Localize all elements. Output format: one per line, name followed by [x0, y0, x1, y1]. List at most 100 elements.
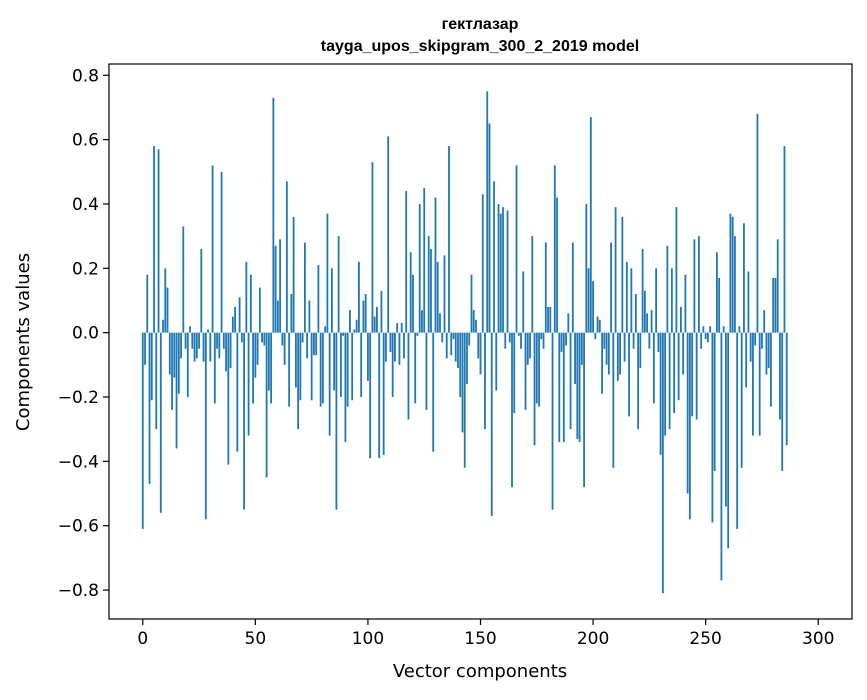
bar-43	[238, 297, 241, 333]
bar-135	[445, 332, 448, 359]
bar-22	[191, 332, 194, 349]
bar-80	[321, 332, 324, 404]
bar-191	[571, 242, 574, 333]
bar-221	[639, 332, 642, 369]
bar-6	[155, 332, 158, 430]
bar-0	[141, 332, 144, 529]
bar-166	[515, 165, 518, 333]
bar-9	[162, 319, 164, 333]
bar-127	[427, 236, 430, 333]
bar-57	[270, 332, 273, 404]
bar-116	[403, 332, 405, 359]
bar-184	[556, 197, 558, 333]
bar-21	[189, 326, 191, 333]
bar-172	[529, 332, 531, 359]
bar-285	[783, 146, 786, 333]
y-tick-label: 0.0	[72, 324, 99, 344]
bar-185	[558, 332, 561, 443]
bar-262	[731, 216, 734, 333]
bar-235	[670, 268, 673, 333]
bar-192	[574, 332, 576, 385]
bar-110	[389, 332, 392, 352]
bar-134	[443, 255, 446, 333]
bar-38	[227, 332, 230, 465]
bar-15	[175, 332, 178, 449]
bar-50	[254, 332, 257, 378]
bar-260	[727, 332, 730, 549]
bar-27	[202, 332, 205, 362]
bar-101	[369, 332, 372, 459]
bar-162	[506, 210, 509, 333]
bar-109	[387, 136, 390, 333]
bar-273	[756, 113, 759, 333]
bar-270	[749, 332, 752, 362]
bar-30	[209, 332, 212, 362]
bar-19	[184, 332, 187, 349]
bar-144	[466, 332, 468, 385]
y-tick-label: 0.4	[72, 195, 99, 215]
bar-53	[261, 332, 263, 343]
bar-32	[213, 332, 216, 404]
y-tick-label: −0.8	[58, 581, 99, 601]
bar-13	[171, 332, 173, 410]
bar-20	[186, 332, 189, 397]
bar-151	[481, 194, 484, 333]
bar-190	[569, 332, 572, 430]
bar-256	[718, 277, 721, 333]
bar-70	[299, 332, 302, 401]
bar-197	[585, 203, 588, 333]
bar-26	[200, 249, 203, 333]
bar-254	[713, 332, 716, 471]
bar-259	[725, 332, 727, 507]
bar-113	[396, 323, 399, 333]
bar-142	[461, 332, 464, 433]
bar-124	[421, 310, 423, 333]
bar-252	[709, 326, 712, 333]
bar-219	[634, 294, 637, 333]
bar-156	[493, 181, 495, 333]
bar-269	[747, 271, 750, 333]
bar-157	[495, 332, 498, 391]
bar-114	[398, 332, 401, 365]
bar-25	[198, 332, 200, 349]
bar-154	[488, 123, 491, 333]
bar-67	[292, 216, 295, 333]
bar-14	[173, 332, 176, 378]
bar-258	[722, 326, 725, 333]
bar-170	[524, 332, 527, 410]
bar-228	[655, 268, 658, 333]
bar-163	[508, 332, 511, 343]
bar-61	[279, 239, 282, 333]
bar-236	[673, 332, 676, 414]
bar-169	[522, 271, 525, 333]
x-tick-label: 250	[689, 629, 721, 649]
bar-69	[297, 332, 300, 430]
bar-266	[740, 332, 743, 468]
bar-37	[225, 332, 227, 372]
bar-208	[610, 242, 612, 333]
bar-85	[333, 332, 336, 391]
bar-79	[319, 332, 322, 407]
bar-241	[684, 274, 687, 333]
bar-71	[301, 332, 304, 343]
bar-220	[637, 332, 640, 430]
bar-182	[551, 332, 554, 510]
bar-108	[385, 332, 387, 362]
bar-46	[245, 261, 248, 333]
bar-195	[580, 332, 583, 365]
y-tick-label: 0.2	[72, 259, 99, 279]
bar-177	[540, 332, 543, 340]
bar-147	[472, 310, 475, 333]
x-tick-label: 200	[577, 629, 609, 649]
bar-31	[211, 165, 214, 333]
bar-267	[743, 223, 745, 333]
bar-229	[657, 332, 660, 352]
bar-187	[562, 332, 565, 443]
bar-238	[677, 332, 680, 401]
bar-164	[511, 332, 513, 488]
bar-174	[533, 332, 536, 446]
bar-165	[513, 332, 516, 414]
bar-193	[576, 332, 579, 439]
bar-223	[643, 290, 646, 333]
bar-160	[502, 207, 504, 333]
